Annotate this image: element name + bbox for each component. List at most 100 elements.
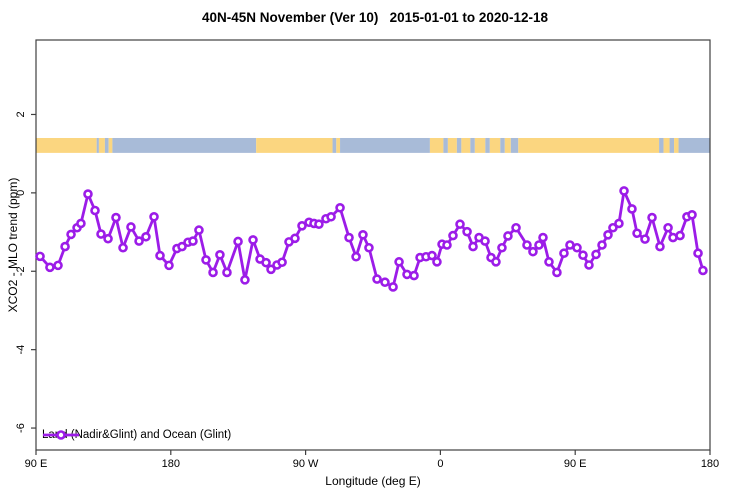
data-point — [233, 236, 243, 247]
y-tick-label: -2 — [15, 266, 27, 276]
map-strip-ocean-segment — [669, 137, 675, 153]
data-point — [614, 218, 624, 229]
map-strip-ocean-segment — [510, 137, 519, 153]
data-point — [448, 230, 458, 241]
data-point — [155, 250, 165, 261]
data-point — [388, 282, 398, 292]
data-point — [522, 240, 532, 250]
data-point — [164, 260, 174, 271]
legend: Land (Nadir&Glint) and Ocean (Glint) — [42, 429, 231, 441]
data-point — [462, 226, 472, 237]
data-point — [584, 260, 594, 270]
data-point — [194, 225, 204, 235]
map-strip-land-segment — [474, 137, 486, 153]
data-point — [215, 249, 225, 260]
data-point — [96, 229, 106, 239]
map-strip-ocean-segment — [659, 137, 664, 153]
data-point — [480, 236, 490, 246]
x-tick-label: 90 E — [25, 458, 48, 470]
data-point — [572, 242, 582, 253]
data-point — [66, 229, 76, 240]
data-point — [432, 257, 442, 267]
data-point — [627, 204, 637, 214]
map-strip-land-segment — [504, 137, 511, 153]
data-point — [380, 277, 390, 288]
data-point — [35, 251, 45, 262]
data-point — [455, 219, 465, 230]
data-point — [619, 186, 629, 196]
data-point — [60, 241, 70, 252]
map-strip-ocean-segment — [104, 137, 109, 153]
y-tick-label: 0 — [15, 190, 27, 196]
map-strip-ocean-segment — [470, 137, 475, 153]
legend-marker-icon — [43, 430, 79, 440]
data-point — [468, 241, 478, 252]
data-point — [578, 250, 588, 260]
data-point — [351, 251, 361, 262]
data-point — [297, 220, 307, 231]
data-point — [111, 212, 121, 223]
data-point — [261, 257, 271, 268]
x-tick-label: 90 W — [293, 458, 319, 470]
x-tick-label: 180 — [701, 458, 719, 470]
y-tick-label: -4 — [15, 345, 27, 355]
data-point — [45, 262, 55, 273]
data-point — [177, 241, 187, 252]
map-strip-land-segment — [674, 137, 679, 153]
data-point — [201, 255, 211, 265]
data-point — [698, 265, 708, 276]
data-point — [597, 240, 607, 250]
data-point — [188, 236, 198, 246]
data-point — [266, 264, 276, 275]
data-point — [663, 222, 673, 233]
map-strip-ocean-segment — [332, 137, 337, 153]
map-strip-ocean-segment — [112, 137, 257, 153]
data-point — [491, 257, 501, 267]
map-strip-ocean-segment — [96, 137, 99, 153]
data-point — [364, 242, 374, 253]
data-point — [503, 231, 513, 241]
map-strip-land-segment — [108, 137, 113, 153]
data-point — [534, 240, 544, 250]
map-strip-ocean-segment — [678, 137, 710, 153]
data-point — [103, 233, 113, 244]
map-strip-land-segment — [461, 137, 471, 153]
y-axis-label: XCO2 - MLO trend (ppm) — [6, 177, 20, 313]
data-point — [240, 275, 250, 285]
data-point — [647, 212, 657, 223]
data-point — [528, 246, 538, 257]
data-point — [538, 232, 548, 243]
data-point — [687, 210, 697, 220]
map-strip-land-segment — [429, 137, 444, 153]
data-point — [372, 274, 382, 284]
data-point — [394, 257, 404, 267]
map-strip-land-segment — [518, 137, 660, 153]
data-point — [335, 202, 345, 213]
map-strip-land-segment — [447, 137, 457, 153]
data-point — [675, 230, 685, 241]
map-strip-land-segment — [489, 137, 501, 153]
data-point — [90, 205, 100, 216]
data-point — [603, 230, 613, 240]
map-strip-ocean-segment — [485, 137, 490, 153]
map-strip-land-segment — [663, 137, 670, 153]
data-point — [134, 236, 144, 246]
map-strip-ocean-segment — [340, 137, 430, 153]
data-point — [222, 267, 232, 278]
x-tick-label: 180 — [162, 458, 180, 470]
data-point — [53, 260, 63, 271]
data-point — [497, 242, 507, 253]
data-point — [118, 242, 128, 253]
map-strip-land-segment — [256, 137, 333, 153]
map-strip-ocean-segment — [443, 137, 448, 153]
x-tick-label: 0 — [437, 458, 443, 470]
data-point — [126, 222, 136, 232]
data-point — [640, 234, 650, 244]
x-tick-label: 90 E — [564, 458, 587, 470]
map-strip-ocean-segment — [500, 137, 505, 153]
data-point — [591, 249, 601, 260]
data-point — [358, 230, 368, 240]
data-point — [632, 228, 642, 239]
